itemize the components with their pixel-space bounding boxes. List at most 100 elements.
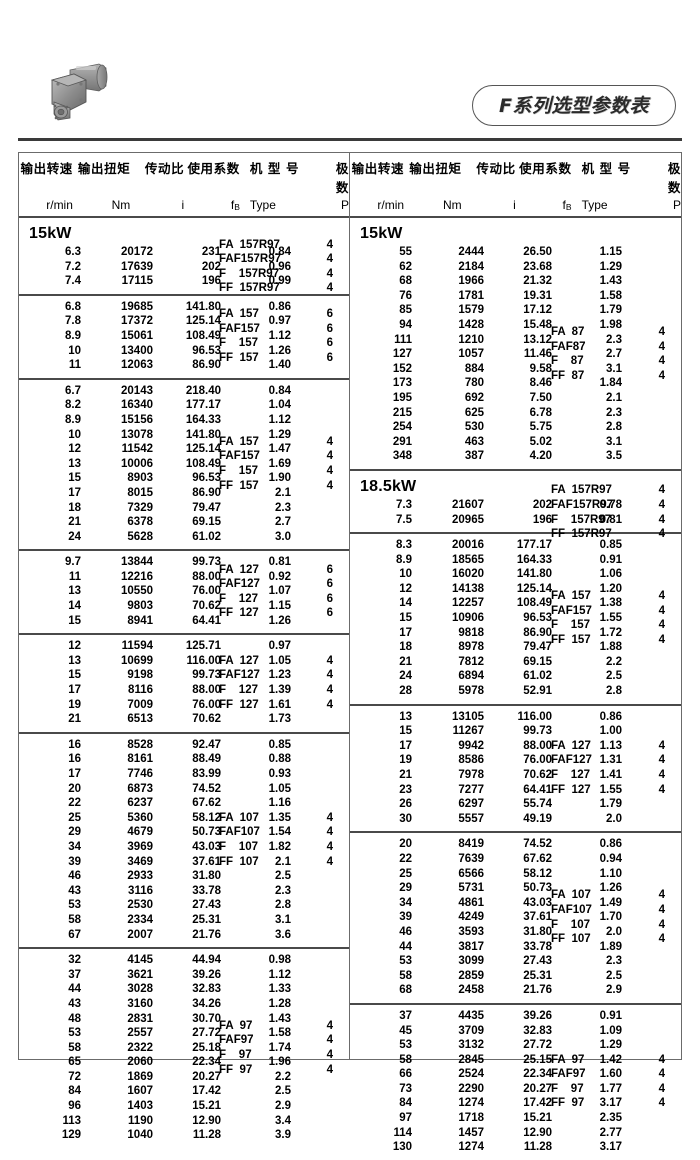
cell-output-speed: 173 (392, 377, 412, 390)
cell-ratio: 30.70 (192, 1012, 221, 1025)
cell-output-speed: 43 (68, 997, 81, 1010)
cell-output-speed: 21 (399, 655, 412, 668)
cell-pole-count: 4 (326, 465, 333, 478)
cell-model-type: F 127 (219, 684, 258, 697)
cell-output-torque: 2524 (458, 1068, 484, 1081)
cell-model-type: FAF87 (551, 340, 586, 353)
cell-model-type: FF 107 (219, 855, 259, 868)
cell-output-speed: 9.7 (65, 556, 81, 569)
cell-output-torque: 1579 (458, 304, 484, 317)
cell-output-torque: 5628 (127, 530, 153, 543)
cell-output-speed: 96 (68, 1100, 81, 1113)
type-row: FF 107 4 (551, 932, 675, 947)
cell-output-torque: 6566 (458, 867, 484, 880)
type-designation-group: FA 97 4 FAF97 4 F 97 4 FF 97 4 (551, 1009, 675, 1155)
title-badge: F系列选型参数表 (472, 85, 676, 126)
cell-service-factor: 1.35 (268, 811, 291, 824)
cell-pole-count: 4 (326, 1048, 333, 1061)
unit-p: P (340, 198, 349, 212)
cell-service-factor: 1.79 (599, 798, 622, 811)
cell-pole-count: 6 (326, 351, 333, 364)
cell-output-speed: 17 (68, 486, 81, 499)
table-row: 46 2933 31.80 2.5 (19, 869, 349, 884)
cell-pole-count: 4 (658, 904, 665, 917)
table-row: 14 9803 70.62 1.15 (19, 599, 349, 614)
cell-model-type: FAF97 (551, 1068, 586, 1081)
cell-output-torque: 17639 (121, 260, 153, 273)
cell-ratio: 76.00 (192, 698, 221, 711)
unit-nm: Nm (111, 198, 131, 212)
cell-service-factor: 2.5 (606, 670, 622, 683)
cell-model-type: FF 157 (219, 479, 259, 492)
cell-model-type: FA 127 (219, 563, 259, 576)
cell-service-factor: 1.00 (599, 725, 622, 738)
cell-service-factor: 2.7 (606, 348, 622, 361)
cell-ratio: 52.91 (523, 685, 552, 698)
type-row: FAF107 4 (551, 903, 675, 918)
cell-output-torque: 6378 (127, 516, 153, 529)
catalog-page: F系列选型参数表 输出转速 输出扭矩 传动比 使用系数 机 型 号 极 数 r/… (18, 63, 682, 1153)
table-row: 12 11594 125.71 0.97 (19, 639, 349, 654)
cell-output-speed: 34 (68, 840, 81, 853)
cell-output-torque: 8015 (127, 486, 153, 499)
cell-output-speed: 20 (399, 838, 412, 851)
cell-service-factor: 3.1 (606, 435, 622, 448)
cell-output-speed: 14 (68, 600, 81, 613)
cell-ratio: 7.50 (529, 391, 552, 404)
cell-ratio: 83.99 (192, 768, 221, 780)
table-row: 111 1210 13.12 2.3 (350, 333, 681, 348)
table-row: 6.8 19685 141.80 0.86 (19, 300, 349, 315)
cell-output-torque: 11267 (452, 725, 484, 738)
cell-ratio: 19.31 (523, 289, 552, 302)
cell-service-factor: 1.70 (599, 911, 622, 924)
table-row: 24 5628 61.02 3.0 (19, 530, 349, 545)
type-row: F 97 4 (219, 1048, 343, 1063)
cell-model-type: FAF157R97 (551, 498, 614, 511)
power-block: 12 11594 125.71 0.97 13 10699 116.00 1.05 15 9198… (19, 635, 349, 734)
table-row: 58 2859 25.31 2.5 (350, 969, 681, 984)
table-row: 15 8941 64.41 1.26 (19, 614, 349, 629)
type-row: FF 157 4 (219, 479, 343, 494)
table-row: 53 2557 27.72 1.58 (19, 1026, 349, 1041)
cell-output-torque: 6513 (127, 713, 153, 726)
cell-service-factor: 1.13 (599, 739, 622, 752)
cell-service-factor: 1.12 (268, 329, 291, 342)
cell-ratio: 141.80 (185, 300, 221, 313)
cell-service-factor: 1.29 (599, 260, 622, 273)
table-row: 152 884 9.58 3.1 (350, 362, 681, 377)
type-row: FF 157R97 4 (219, 281, 343, 296)
cell-pole-count: 6 (326, 592, 333, 605)
type-designation-group: FA 127 4 FAF127 4 F 127 4 FF 127 4 (219, 639, 343, 727)
cell-output-torque: 1607 (127, 1085, 153, 1098)
table-row: 68 1966 21.32 1.43 (350, 274, 681, 289)
cell-service-factor: 2.5 (275, 870, 291, 883)
cell-output-torque: 9818 (458, 626, 484, 639)
left-blocks-container: 15kW 6.3 20172 231 0.84 7.2 17639 202 0.96 7.4 171… (19, 218, 349, 1148)
cell-output-speed: 24 (399, 670, 412, 683)
table-row: 30 5557 49.19 2.0 (350, 812, 681, 827)
cell-output-torque: 18565 (452, 553, 484, 566)
cell-service-factor: 2.8 (606, 421, 622, 434)
cell-output-torque: 16020 (452, 568, 484, 581)
cell-pole-count: 4 (326, 684, 333, 697)
cell-pole-count: 4 (326, 1019, 333, 1032)
cell-service-factor: 1.07 (268, 585, 291, 598)
cell-model-type: F 107 (219, 840, 258, 853)
type-row: FAF107 4 (219, 825, 343, 840)
cell-output-speed: 37 (399, 1009, 412, 1022)
cell-ratio: 33.78 (523, 940, 552, 953)
table-row: 10 16020 141.80 1.06 (350, 567, 681, 582)
cell-output-torque: 1210 (458, 333, 484, 346)
unit-p-2: P (672, 198, 681, 212)
cell-output-speed: 55 (399, 246, 412, 258)
cell-model-type: F 157 (219, 337, 258, 350)
cell-service-factor: 1.74 (268, 1041, 291, 1054)
cell-pole-count: 4 (326, 253, 333, 266)
cell-output-torque: 692 (464, 391, 484, 404)
header-poles: 极 数 (335, 161, 349, 195)
table-row: 173 780 8.46 1.84 (350, 376, 681, 391)
cell-ratio: 25.15 (523, 1053, 552, 1066)
table-row: 291 463 5.02 3.1 (350, 435, 681, 450)
cell-ratio: 92.47 (192, 738, 221, 751)
cell-output-speed: 19 (399, 754, 412, 767)
